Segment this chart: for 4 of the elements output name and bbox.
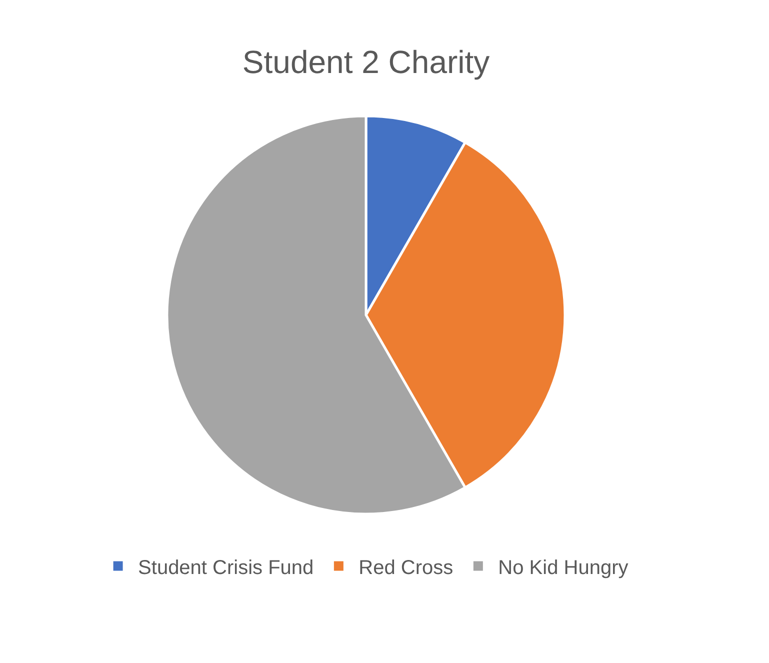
legend-label: Student Crisis Fund [138, 556, 314, 579]
legend-label: No Kid Hungry [498, 556, 628, 579]
chart-title: Student 2 Charity [242, 44, 490, 80]
legend-label: Red Cross [358, 556, 454, 579]
